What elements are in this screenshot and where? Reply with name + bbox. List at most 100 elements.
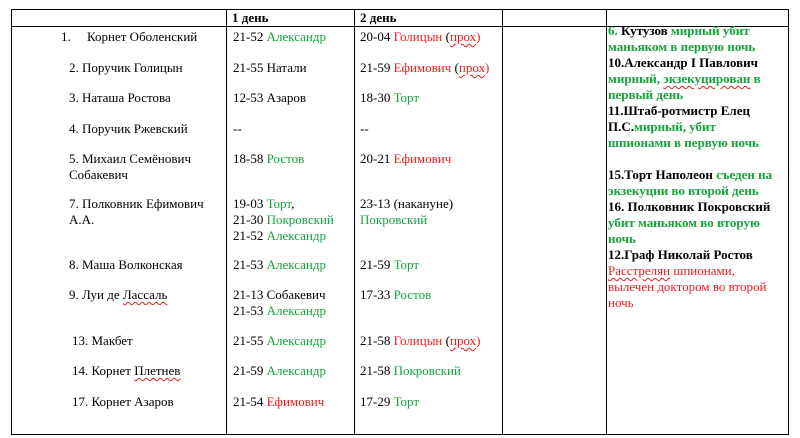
document-table: 1 день 2 день xyxy=(11,9,789,435)
text-run: Александр xyxy=(266,29,327,44)
day-2-vote-cell: 21-58 Голицын (прох) xyxy=(360,333,480,349)
player-name: Поручик Ржевский xyxy=(82,121,188,136)
text-run: 12-53 Азаров xyxy=(233,90,307,105)
text-run: Александр xyxy=(266,303,327,318)
column-divider xyxy=(354,9,355,435)
player-name: Поручик Голицын xyxy=(82,60,183,75)
player-name: Полковник Ефимович xyxy=(82,196,204,211)
player-name-cell: 4. Поручик Ржевский xyxy=(69,121,188,137)
text-run: прох xyxy=(449,333,477,348)
day-1-vote-cell: 12-53 Азаров xyxy=(233,90,306,106)
note-text-run: съеден на экзекуции во второй день xyxy=(608,167,773,198)
table-border xyxy=(11,9,12,435)
day-1-vote-cell: 21-13 Собакевич 21-53 Александр xyxy=(233,287,326,319)
day-2-vote-cell: 20-04 Голицын (прох) xyxy=(360,29,480,45)
note-text-run: экзекуцирован xyxy=(663,71,751,86)
day-1-vote-cell: 19-03 Торт, 21-30 Покровский 21-52 Алексан… xyxy=(233,196,334,244)
note-text-run: шпионами, вылечен доктором во второй ноч… xyxy=(608,263,767,310)
day-2-vote-cell: 17-33 Ростов xyxy=(360,287,431,303)
note-entry: 15.Торт Наполеон съеден на экзекуции во … xyxy=(608,167,774,199)
player-name-continued: А.А. xyxy=(69,212,95,227)
column-divider xyxy=(226,9,227,435)
day-2-vote-cell: 18-30 Торт xyxy=(360,90,419,106)
text-run: 21-13 Собакевич xyxy=(233,287,326,302)
player-name: Луи де xyxy=(82,287,123,302)
text-run: 18-58 xyxy=(233,151,267,166)
text-run: Ефимович xyxy=(266,394,325,409)
notes-spacer xyxy=(608,151,774,167)
player-name-cell: 3. Наташа Ростова xyxy=(69,90,171,106)
row-number: 3. xyxy=(69,90,82,105)
row-number: 2. xyxy=(69,60,82,75)
note-text-run: Кутузов xyxy=(617,23,671,38)
table-border xyxy=(788,9,789,435)
text-run: Ростов xyxy=(393,287,432,302)
note-entry: 6. Кутузов мирный убит маньяком в первую… xyxy=(608,23,774,55)
day-2-vote-cell: 21-59 Ефимович (прох) xyxy=(360,60,489,76)
row-number: 9. xyxy=(69,287,82,302)
day-1-vote-cell: 21-59 Александр xyxy=(233,363,326,379)
note-entry: 16. Полковник Покровский убит маньяком в… xyxy=(608,199,774,247)
note-text-run: 10.Александр І Павлович xyxy=(608,55,758,70)
day-1-vote-cell: -- xyxy=(233,121,242,137)
text-run: 21-59 xyxy=(360,257,394,272)
text-run: 17-33 xyxy=(360,287,394,302)
text-run: 21-59 xyxy=(360,60,394,75)
note-text-run: 15.Торт Наполеон xyxy=(608,167,717,182)
text-run: Голицын xyxy=(393,333,443,348)
text-run: 20-04 xyxy=(360,29,394,44)
player-name-cell: 9. Луи де Лассаль xyxy=(69,287,167,303)
day-1-vote-cell: 21-54 Ефимович xyxy=(233,394,324,410)
row-number: 7. xyxy=(69,196,82,211)
player-name: Михаил Семёнович xyxy=(82,151,191,166)
note-entry: 12.Граф Николай Ростов Расстрелян шпиона… xyxy=(608,247,774,311)
text-run: Торт xyxy=(393,394,420,409)
player-name-cell: 1. Корнет Оболенский xyxy=(61,29,197,45)
text-run: 21-30 xyxy=(233,212,267,227)
text-run: Ростов xyxy=(266,151,305,166)
text-run: Ефимович xyxy=(393,151,452,166)
text-run: -- xyxy=(360,121,369,136)
note-text-run: Расстрелян xyxy=(608,263,671,278)
note-text-run: мирный, xyxy=(608,71,664,86)
text-run: 21-52 xyxy=(233,228,267,243)
day-2-vote-cell: 23-13 (накануне) Покровский xyxy=(360,196,453,228)
player-name: Наташа Ростова xyxy=(82,90,171,105)
note-text-run: 12.Граф Николай Ростов xyxy=(608,247,753,262)
text-run: -- xyxy=(233,121,242,136)
player-name: Корнет xyxy=(91,363,135,378)
row-number: 14. xyxy=(72,363,92,378)
text-run: Торт xyxy=(266,196,292,211)
text-run: прох xyxy=(449,29,477,44)
player-name-cell: 14. Корнет Плетнев xyxy=(72,363,180,379)
text-run: Торт xyxy=(393,257,420,272)
note-text-run: в первый день xyxy=(608,71,761,102)
day-1-vote-cell: 21-55 Александр xyxy=(233,333,326,349)
text-run: Александр xyxy=(266,363,327,378)
text-run: ) xyxy=(476,333,481,348)
header-day-1: 1 день xyxy=(232,10,269,25)
text-run: 20-21 xyxy=(360,151,394,166)
header-divider xyxy=(11,26,789,27)
text-run: 21-58 xyxy=(360,363,394,378)
notes-column: 6. Кутузов мирный убит маньяком в первую… xyxy=(608,23,774,311)
text-run: 17-29 xyxy=(360,394,394,409)
day-2-vote-cell: 20-21 Ефимович xyxy=(360,151,451,167)
text-run: 21-55 xyxy=(233,333,267,348)
player-name-cell: 13. Макбет xyxy=(72,333,133,349)
player-name: Маша Волконская xyxy=(82,257,183,272)
text-run: 18-30 xyxy=(360,90,394,105)
table-border xyxy=(11,434,789,435)
player-name: Корнет Оболенский xyxy=(87,29,198,44)
note-entry: 11.Штаб-ротмистр Елец П.С.мирный, убит ш… xyxy=(608,103,774,151)
row-number: 13. xyxy=(72,333,92,348)
day-2-vote-cell: 21-59 Торт xyxy=(360,257,419,273)
row-number: 17. xyxy=(72,394,92,409)
day-1-vote-cell: 21-53 Александр xyxy=(233,257,326,273)
text-run: Александр xyxy=(266,257,327,272)
player-name-continued: Собакевич xyxy=(69,167,128,182)
player-name-cell: 17. Корнет Азаров xyxy=(72,394,174,410)
text-run: прох xyxy=(458,60,486,75)
player-name-flagged: Лассаль xyxy=(122,287,168,302)
day-2-vote-cell: -- xyxy=(360,121,369,137)
